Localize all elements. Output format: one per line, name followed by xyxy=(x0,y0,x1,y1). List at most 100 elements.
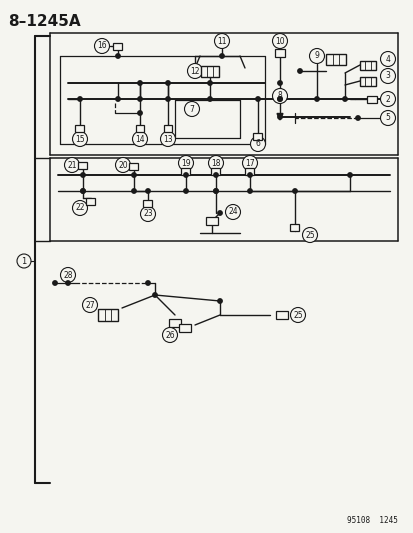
Bar xyxy=(211,167,220,174)
Text: 3: 3 xyxy=(385,71,389,80)
Circle shape xyxy=(247,189,252,193)
Circle shape xyxy=(297,69,301,73)
Circle shape xyxy=(81,189,85,193)
Text: 24: 24 xyxy=(228,207,237,216)
Text: 27: 27 xyxy=(85,301,95,310)
Circle shape xyxy=(138,81,142,85)
Bar xyxy=(325,53,345,64)
Bar xyxy=(206,217,218,225)
Circle shape xyxy=(217,211,222,215)
Circle shape xyxy=(250,136,265,151)
Circle shape xyxy=(78,97,82,101)
Bar xyxy=(78,161,87,168)
Circle shape xyxy=(81,189,85,193)
Circle shape xyxy=(380,110,394,125)
Circle shape xyxy=(219,54,224,58)
Circle shape xyxy=(380,52,394,67)
Circle shape xyxy=(277,81,282,85)
Bar xyxy=(136,125,144,132)
Circle shape xyxy=(60,268,75,282)
Bar xyxy=(359,61,375,69)
Text: 28: 28 xyxy=(63,271,73,279)
Circle shape xyxy=(290,308,305,322)
Circle shape xyxy=(138,97,142,101)
Circle shape xyxy=(138,111,142,115)
Circle shape xyxy=(162,327,177,343)
Bar xyxy=(274,49,284,57)
Circle shape xyxy=(178,156,193,171)
Bar xyxy=(253,133,262,140)
Circle shape xyxy=(380,69,394,84)
Circle shape xyxy=(309,49,324,63)
Circle shape xyxy=(183,189,188,193)
Text: 26: 26 xyxy=(165,330,174,340)
Circle shape xyxy=(64,157,79,173)
Text: 11: 11 xyxy=(217,36,226,45)
Bar xyxy=(245,167,254,174)
Circle shape xyxy=(165,81,170,85)
Circle shape xyxy=(208,156,223,171)
Circle shape xyxy=(145,189,150,193)
Circle shape xyxy=(116,97,120,101)
Circle shape xyxy=(115,157,130,173)
Circle shape xyxy=(187,63,202,78)
Circle shape xyxy=(272,34,287,49)
Text: 1: 1 xyxy=(21,256,26,265)
Text: 21: 21 xyxy=(67,160,76,169)
Circle shape xyxy=(217,299,222,303)
Text: 14: 14 xyxy=(135,134,145,143)
Bar xyxy=(275,311,287,319)
Text: 22: 22 xyxy=(75,204,85,213)
Text: 17: 17 xyxy=(244,158,254,167)
Circle shape xyxy=(277,97,282,101)
Circle shape xyxy=(342,97,347,101)
Circle shape xyxy=(160,132,175,147)
Circle shape xyxy=(140,206,155,222)
Bar xyxy=(169,319,180,327)
Circle shape xyxy=(292,189,297,193)
Circle shape xyxy=(247,173,252,177)
Circle shape xyxy=(184,101,199,117)
Bar xyxy=(98,309,118,321)
Bar xyxy=(290,223,299,230)
Text: 7: 7 xyxy=(189,104,194,114)
Circle shape xyxy=(66,281,70,285)
Polygon shape xyxy=(276,114,282,120)
Circle shape xyxy=(94,38,109,53)
Bar xyxy=(164,125,171,132)
Circle shape xyxy=(152,293,157,297)
Circle shape xyxy=(53,281,57,285)
Circle shape xyxy=(225,205,240,220)
Circle shape xyxy=(81,173,85,177)
Circle shape xyxy=(207,81,212,85)
Bar xyxy=(113,43,122,50)
Circle shape xyxy=(116,54,120,58)
Text: 25: 25 xyxy=(292,311,302,319)
Circle shape xyxy=(72,200,87,215)
Text: 19: 19 xyxy=(181,158,190,167)
Text: 13: 13 xyxy=(163,134,172,143)
Circle shape xyxy=(213,189,218,193)
Text: 2: 2 xyxy=(385,94,389,103)
Bar xyxy=(129,163,138,169)
Text: 23: 23 xyxy=(143,209,152,219)
Bar xyxy=(359,77,375,85)
Text: 18: 18 xyxy=(211,158,220,167)
Circle shape xyxy=(214,34,229,49)
Text: 6: 6 xyxy=(255,140,260,149)
Text: 12: 12 xyxy=(190,67,199,76)
Circle shape xyxy=(272,88,287,103)
Circle shape xyxy=(277,97,282,101)
Text: 25: 25 xyxy=(304,230,314,239)
Circle shape xyxy=(17,254,31,268)
Text: 5: 5 xyxy=(385,114,389,123)
Bar xyxy=(143,199,152,206)
Circle shape xyxy=(132,132,147,147)
Circle shape xyxy=(213,189,218,193)
Circle shape xyxy=(183,173,188,177)
Text: 95108  1245: 95108 1245 xyxy=(346,516,397,525)
Circle shape xyxy=(255,97,260,101)
Circle shape xyxy=(277,115,282,119)
Bar xyxy=(86,198,95,205)
Circle shape xyxy=(314,97,318,101)
